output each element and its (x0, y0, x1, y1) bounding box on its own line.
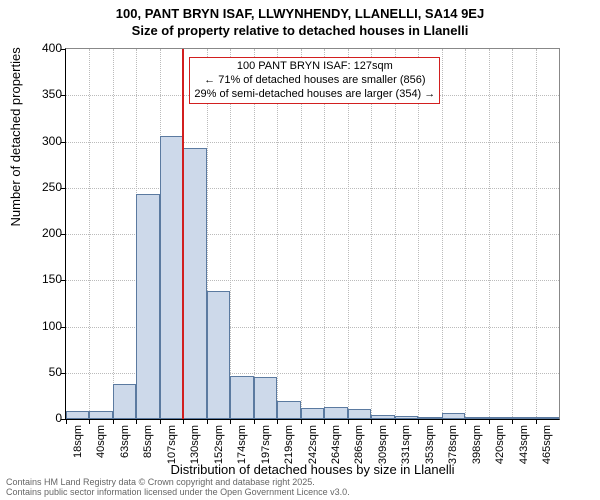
xtick (254, 419, 255, 424)
xtick (489, 419, 490, 424)
annotation-box: 100 PANT BRYN ISAF: 127sqm← 71% of detac… (189, 57, 440, 104)
histogram-bar (113, 384, 136, 419)
ytick-label: 50 (32, 365, 62, 379)
xtick-label: 264sqm (330, 419, 342, 464)
ytick-label: 400 (32, 41, 62, 55)
xtick (160, 419, 161, 424)
histogram-bar (254, 377, 277, 419)
histogram-bar (207, 291, 230, 419)
xtick-label: 107sqm (166, 419, 178, 464)
x-axis-label: Distribution of detached houses by size … (65, 462, 560, 477)
xtick-label: 398sqm (471, 419, 483, 464)
ytick-label: 250 (32, 180, 62, 194)
xtick-label: 378sqm (447, 419, 459, 464)
gridline-v (442, 49, 443, 419)
gridline-h (66, 188, 559, 189)
xtick-label: 309sqm (377, 419, 389, 464)
xtick (536, 419, 537, 424)
xtick (371, 419, 372, 424)
xtick-label: 63sqm (119, 419, 131, 458)
xtick (277, 419, 278, 424)
histogram-bar (277, 401, 300, 420)
xtick-label: 353sqm (424, 419, 436, 464)
attribution-footer: Contains HM Land Registry data © Crown c… (6, 478, 350, 498)
gridline-v (489, 49, 490, 419)
xtick (183, 419, 184, 424)
xtick (418, 419, 419, 424)
xtick (113, 419, 114, 424)
xtick-label: 331sqm (400, 419, 412, 464)
xtick-label: 130sqm (189, 419, 201, 464)
xtick-label: 242sqm (307, 419, 319, 464)
annotation-line: 100 PANT BRYN ISAF: 127sqm (194, 60, 435, 74)
xtick-label: 152sqm (213, 419, 225, 464)
gridline-v (254, 49, 255, 419)
histogram-bar (324, 407, 347, 419)
gridline-v (301, 49, 302, 419)
gridline-v (512, 49, 513, 419)
gridline-v (465, 49, 466, 419)
xtick (395, 419, 396, 424)
xtick (230, 419, 231, 424)
xtick (442, 419, 443, 424)
gridline-v (418, 49, 419, 419)
ytick-label: 300 (32, 134, 62, 148)
histogram-bar (230, 376, 253, 419)
footer-line-2: Contains public sector information licen… (6, 488, 350, 498)
gridline-h (66, 142, 559, 143)
xtick-label: 18sqm (72, 419, 84, 458)
histogram-bar (183, 148, 206, 419)
chart-plot-area: 18sqm40sqm63sqm85sqm107sqm130sqm152sqm17… (65, 48, 560, 420)
xtick-label: 443sqm (518, 419, 530, 464)
xtick-label: 197sqm (260, 419, 272, 464)
gridline-v (89, 49, 90, 419)
ytick-label: 200 (32, 226, 62, 240)
xtick (207, 419, 208, 424)
annotation-line: ← 71% of detached houses are smaller (85… (194, 74, 435, 88)
annotation-line: 29% of semi-detached houses are larger (… (194, 88, 435, 102)
xtick (348, 419, 349, 424)
xtick-label: 286sqm (353, 419, 365, 464)
gridline-v (113, 49, 114, 419)
histogram-bar (301, 408, 324, 419)
gridline-v (277, 49, 278, 419)
xtick-label: 420sqm (494, 419, 506, 464)
ytick-label: 0 (32, 411, 62, 425)
xtick-label: 40sqm (95, 419, 107, 458)
xtick-label: 219sqm (283, 419, 295, 464)
gridline-v (230, 49, 231, 419)
ytick-label: 150 (32, 272, 62, 286)
histogram-bar (66, 411, 89, 419)
ytick-label: 100 (32, 319, 62, 333)
histogram-bar (348, 409, 371, 419)
xtick (512, 419, 513, 424)
gridline-v (536, 49, 537, 419)
xtick (324, 419, 325, 424)
xtick (66, 419, 67, 424)
gridline-v (395, 49, 396, 419)
y-axis-label: Number of detached properties (8, 47, 23, 226)
histogram-bar (160, 136, 183, 419)
gridline-v (348, 49, 349, 419)
ytick-label: 350 (32, 87, 62, 101)
histogram-bar (89, 411, 112, 419)
histogram-bar (136, 194, 159, 419)
reference-marker-line (182, 49, 184, 419)
xtick (89, 419, 90, 424)
xtick (465, 419, 466, 424)
xtick-label: 174sqm (236, 419, 248, 464)
xtick (136, 419, 137, 424)
gridline-v (371, 49, 372, 419)
gridline-v (324, 49, 325, 419)
xtick-label: 465sqm (541, 419, 553, 464)
xtick (301, 419, 302, 424)
chart-title-main: 100, PANT BRYN ISAF, LLWYNHENDY, LLANELL… (0, 0, 600, 23)
xtick-label: 85sqm (142, 419, 154, 458)
chart-title-sub: Size of property relative to detached ho… (0, 23, 600, 40)
